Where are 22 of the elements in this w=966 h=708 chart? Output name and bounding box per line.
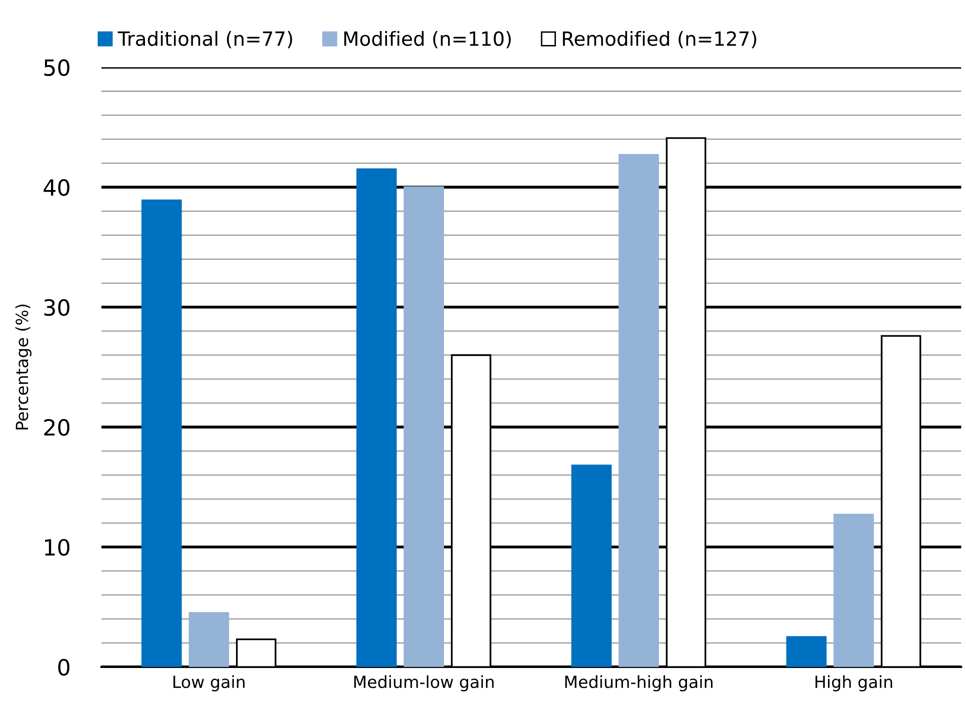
y-tick-label: 30 (44, 299, 70, 316)
y-tick-label: 40 (44, 179, 70, 196)
bar (141, 200, 182, 667)
bar (571, 464, 612, 667)
bar (618, 154, 659, 667)
bar (356, 168, 397, 667)
bar (786, 636, 827, 667)
legend-label: Modified (n=110) (344, 30, 511, 48)
bar (404, 186, 444, 667)
legend-label: Traditional (n=77) (118, 30, 292, 48)
x-tick-label: High gain (816, 675, 892, 692)
bar (188, 612, 230, 667)
y-tick-label: 10 (45, 538, 70, 556)
y-tick-label: 0 (58, 658, 70, 676)
legend-label: Remodified (n=127) (562, 30, 756, 48)
x-tick-label: Medium-high gain (565, 675, 712, 692)
y-tick-label: 20 (44, 419, 70, 436)
y-axis-title: Percentage (%) (15, 304, 32, 430)
x-tick-label: Medium-low gain (354, 675, 494, 692)
x-tick-label: Low gain (173, 675, 245, 692)
y-tick-label: 50 (44, 59, 70, 76)
bar (834, 514, 874, 667)
